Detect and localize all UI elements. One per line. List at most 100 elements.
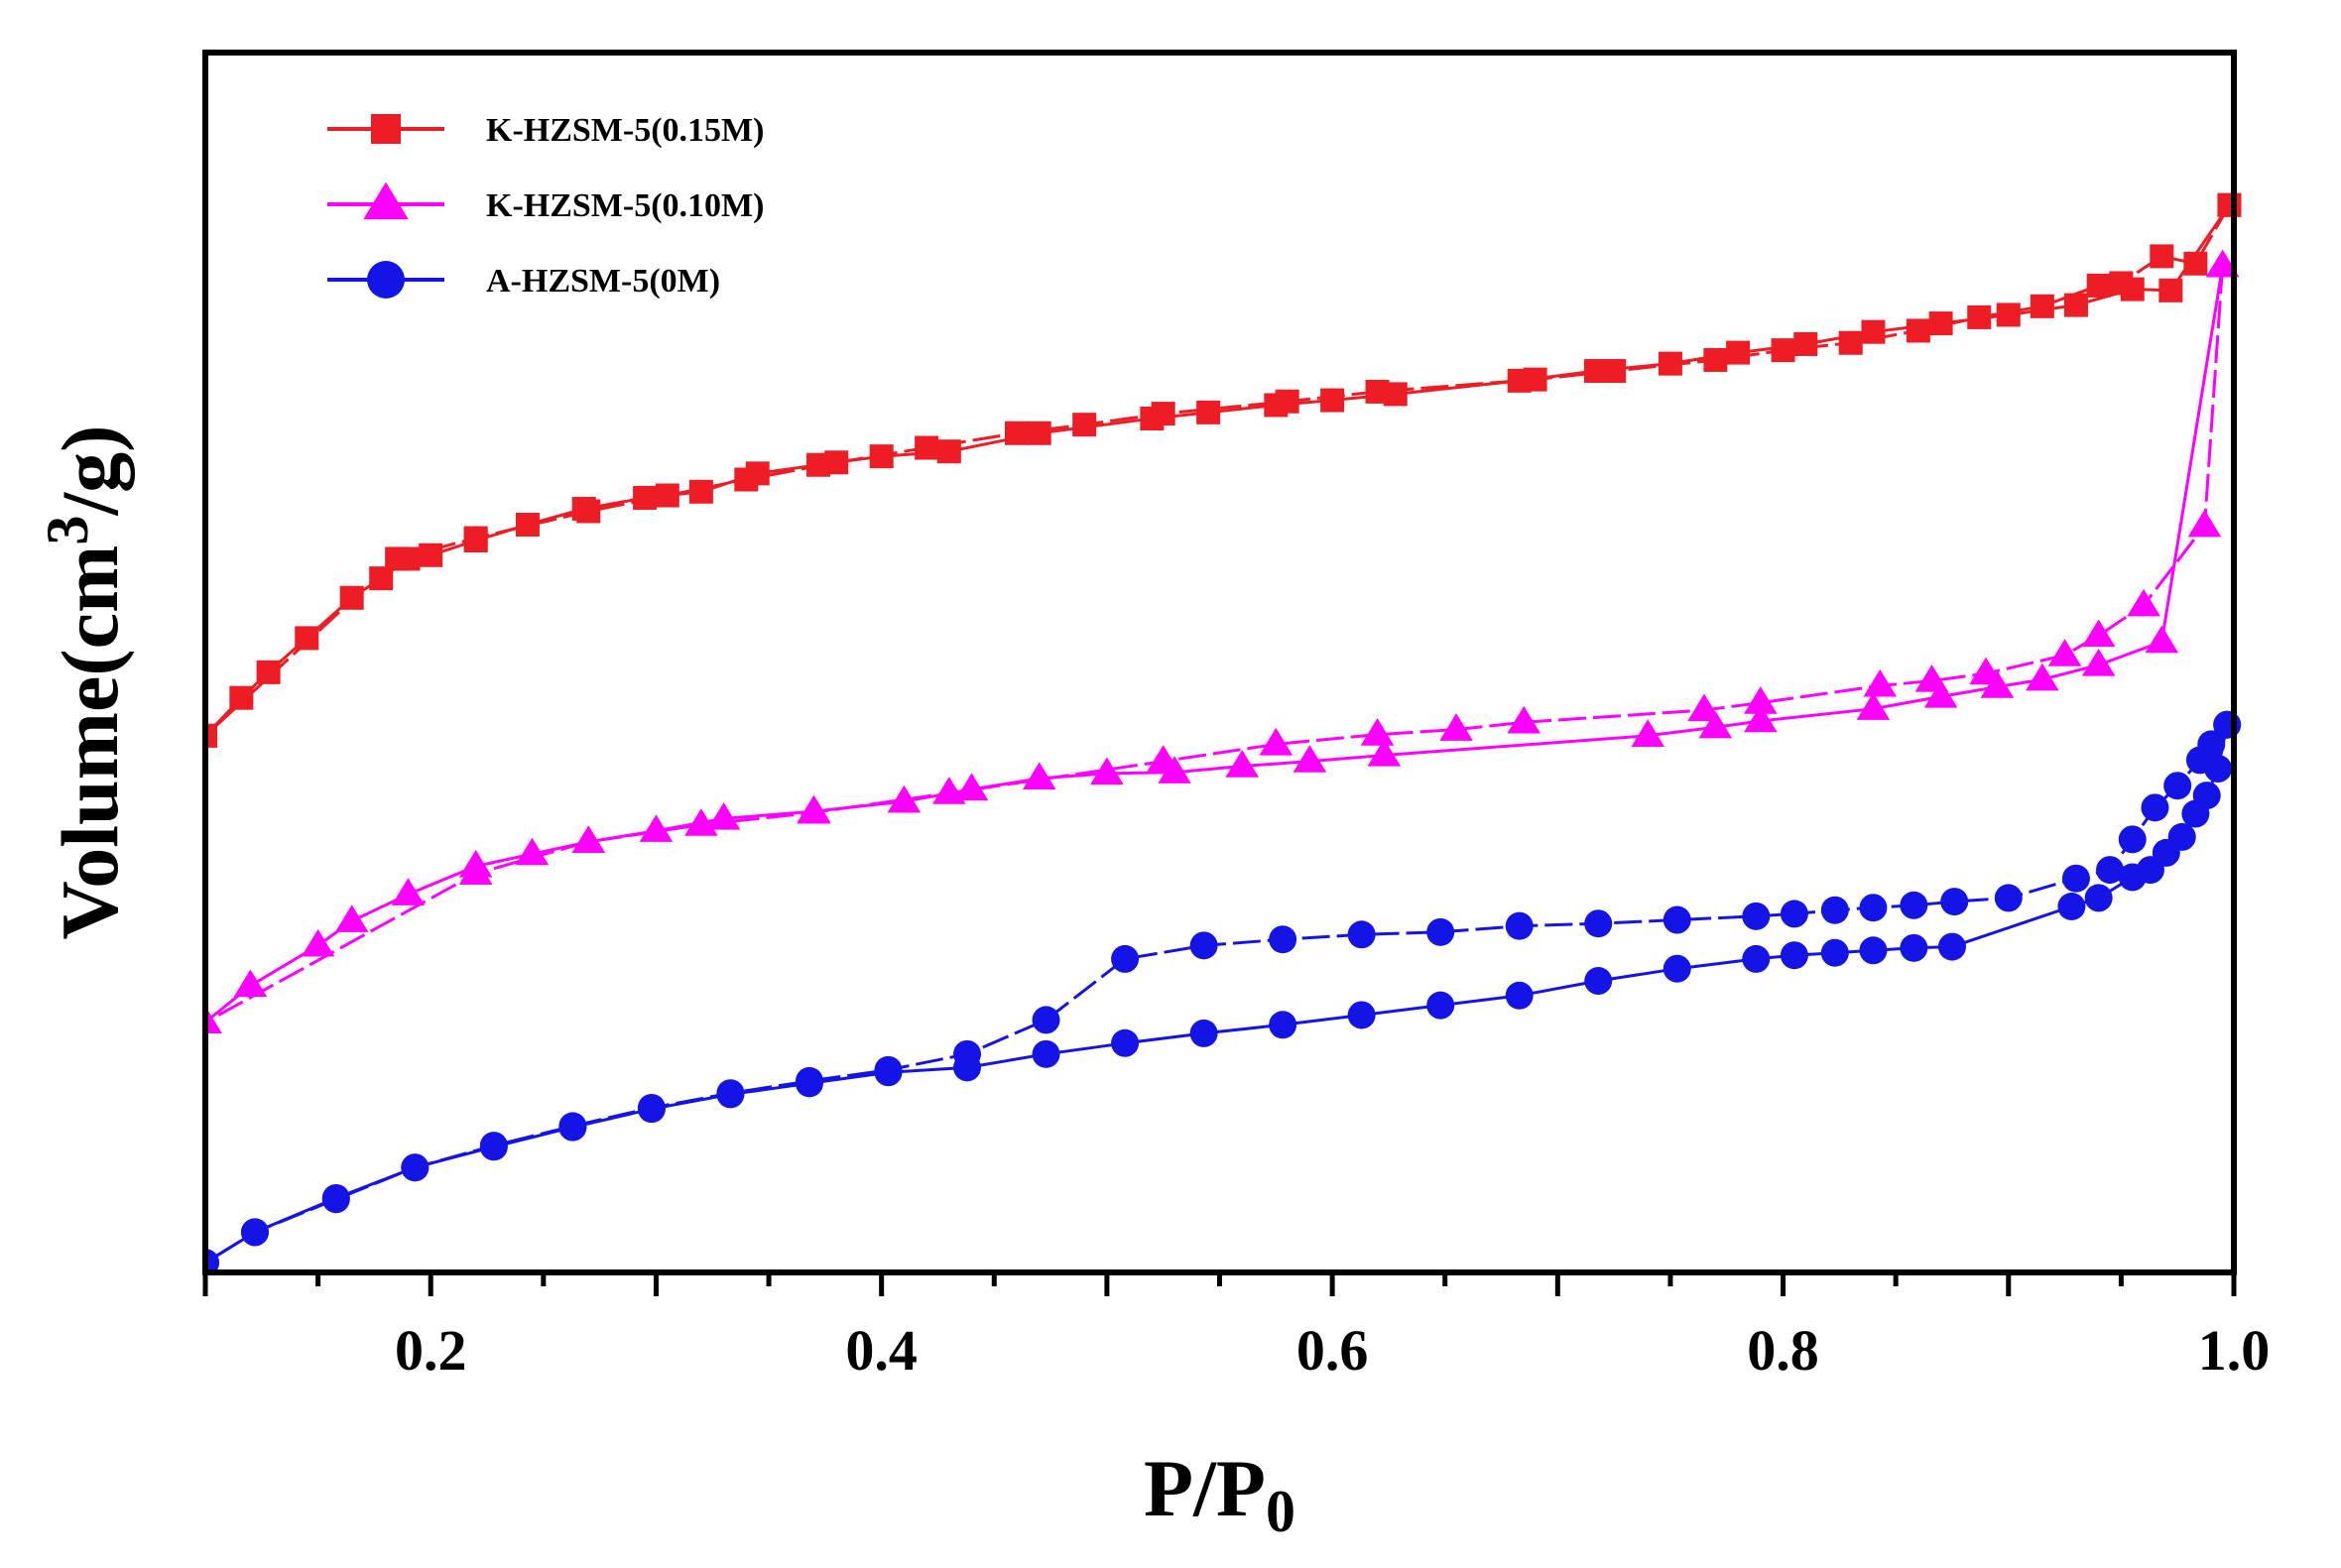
data-point: [2062, 865, 2090, 893]
data-point: [1348, 1001, 1376, 1028]
data-point: [1348, 920, 1376, 948]
data-point: [2141, 793, 2168, 821]
data-point: [1361, 718, 1395, 746]
legend-item: A-HZSM-5(0M): [327, 261, 720, 300]
data-point: [1940, 888, 1968, 915]
data-point: [1907, 318, 1930, 342]
data-point: [576, 499, 600, 523]
x-tick-label: 0.2: [395, 1318, 467, 1383]
data-point: [2119, 825, 2147, 853]
legend-marker: [367, 261, 405, 299]
data-point: [2127, 589, 2160, 617]
data-point: [1859, 936, 1887, 964]
y-axis-title: Volume(cm3/g): [35, 425, 135, 940]
legend-label: K-HZSM-5(0.10M): [486, 187, 764, 224]
data-point: [1190, 1020, 1218, 1047]
data-point: [1742, 945, 1770, 973]
data-point: [516, 513, 540, 537]
data-point: [734, 468, 758, 492]
data-point: [401, 1153, 429, 1181]
data-point: [2096, 856, 2124, 884]
data-point: [2183, 252, 2207, 276]
data-point: [1821, 897, 1849, 924]
data-point: [1033, 1040, 1060, 1068]
data-point: [257, 661, 281, 684]
data-point: [1839, 331, 1863, 355]
x-axis-title-main: P/P: [1144, 1443, 1266, 1533]
data-point: [1152, 402, 1175, 425]
data-point: [480, 1132, 508, 1159]
data-point: [824, 450, 848, 474]
legend-marker: [371, 114, 401, 144]
data-point: [1072, 413, 1096, 436]
x-tick-label: 1.0: [2198, 1318, 2271, 1383]
data-point: [1929, 311, 1953, 335]
data-point: [1793, 332, 1817, 356]
data-point: [2109, 271, 2133, 295]
data-point: [1781, 941, 1808, 969]
data-point: [1781, 900, 1808, 927]
data-point: [1507, 706, 1540, 734]
series-line-desorption: [205, 725, 2227, 1263]
isotherm-chart: 0.2 0.4 0.6 0.8 1.0 P/P0 Volume(cm3/g) K-HZS…: [0, 0, 2341, 1568]
data-point: [1023, 762, 1056, 789]
data-point: [1938, 933, 1966, 961]
data-point: [1726, 341, 1750, 365]
data-point: [2064, 294, 2088, 317]
y-axis-title-main: Volume(cm: [45, 545, 135, 940]
data-point: [2188, 510, 2222, 538]
data-point: [234, 969, 268, 997]
data-point: [2085, 884, 2113, 911]
x-axis-title: P/P0: [1144, 1443, 1295, 1544]
data-point: [1703, 348, 1727, 372]
legend-label: K-HZSM-5(0.15M): [486, 112, 764, 149]
data-point: [1584, 909, 1612, 937]
data-point: [915, 436, 938, 460]
data-point: [1111, 1029, 1139, 1057]
legend: K-HZSM-5(0.15M) K-HZSM-5(0.10M) A-HZSM-5(0…: [327, 112, 764, 300]
data-point: [335, 905, 369, 932]
data-point: [2082, 649, 2116, 676]
data-point: [1742, 903, 1770, 930]
data-point: [1225, 750, 1259, 778]
data-point: [1320, 389, 1344, 413]
data-point: [1524, 368, 1547, 392]
data-point: [870, 444, 894, 468]
data-point: [340, 586, 364, 610]
data-point: [1190, 931, 1218, 959]
data-point: [558, 1112, 586, 1140]
data-point: [2087, 274, 2111, 298]
data-point: [302, 929, 335, 957]
data-point: [1900, 892, 1927, 919]
data-point: [2150, 244, 2173, 268]
data-point: [322, 1185, 350, 1213]
data-point: [1196, 401, 1220, 424]
data-point: [1584, 967, 1612, 995]
series-line-adsorption: [205, 725, 2227, 1263]
plot-frame: [205, 53, 2234, 1272]
data-point: [953, 1040, 981, 1068]
data-point: [1269, 925, 1296, 953]
axes: [205, 53, 2234, 1272]
x-ticks: 0.2 0.4 0.6 0.8 1.0: [205, 1272, 2270, 1383]
data-point: [633, 486, 657, 510]
data-point: [716, 1079, 744, 1107]
data-point: [2031, 295, 2054, 318]
data-point: [1426, 918, 1454, 946]
data-point: [1260, 728, 1294, 756]
data-point: [1859, 894, 1887, 921]
data-point: [1772, 338, 1795, 362]
data-point: [464, 527, 488, 550]
legend-label: A-HZSM-5(0M): [486, 263, 720, 300]
data-point: [1663, 955, 1691, 983]
data-point: [1294, 745, 1327, 773]
x-tick-label: 0.8: [1747, 1318, 1819, 1383]
data-point: [1900, 934, 1927, 962]
data-point: [419, 543, 442, 567]
data-point: [689, 480, 713, 504]
series-2: [188, 250, 2239, 1033]
data-point: [1995, 884, 2023, 911]
legend-item: K-HZSM-5(0.15M): [327, 112, 764, 149]
data-point: [937, 439, 961, 463]
y-axis-title-unit: /g): [45, 425, 135, 517]
